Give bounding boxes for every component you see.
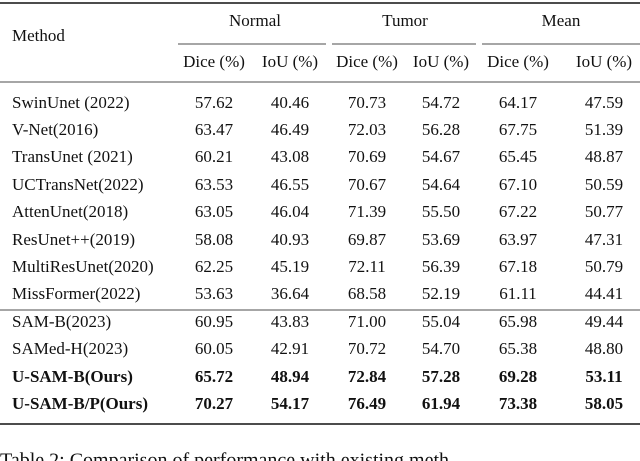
method-cell: U-SAM-B(Ours) [12,367,133,386]
method-cell: SAM-B(2023) [12,312,111,331]
method-cell: MultiResUnet(2020) [12,257,154,276]
value-cell: 49.44 [585,312,624,331]
value-cell: 42.91 [271,339,309,358]
sub-header: Dice (%) [183,52,245,71]
value-cell: 54.70 [422,339,460,358]
caption: Table 2: Comparison of performance with … [0,450,449,461]
value-cell: 50.59 [585,175,623,194]
value-cell: 72.03 [348,120,386,139]
method-cell: V-Net(2016) [12,120,98,139]
method-cell: SwinUnet (2022) [12,93,130,112]
sub-header: IoU (%) [262,52,318,71]
value-cell: 46.55 [271,175,309,194]
value-cell: 53.11 [585,367,622,386]
sub-header: IoU (%) [576,52,632,71]
value-cell: 57.28 [422,367,460,386]
value-cell: 46.49 [271,120,309,139]
value-cell: 44.41 [585,284,623,303]
value-cell: 69.28 [499,367,537,386]
value-cell: 43.83 [271,312,309,331]
value-cell: 61.94 [422,394,461,413]
method-cell: UCTransNet(2022) [12,175,144,194]
value-cell: 70.27 [195,394,234,413]
value-cell: 50.77 [585,202,624,221]
value-cell: 47.31 [585,230,623,249]
value-cell: 72.84 [348,367,387,386]
value-cell: 40.46 [271,93,309,112]
value-cell: 63.47 [195,120,234,139]
value-cell: 48.94 [271,367,310,386]
value-cell: 56.28 [422,120,460,139]
value-cell: 60.05 [195,339,233,358]
value-cell: 60.21 [195,147,233,166]
value-cell: 67.75 [499,120,537,139]
method-cell: U-SAM-B/P(Ours) [12,394,148,413]
value-cell: 50.79 [585,257,623,276]
value-cell: 51.39 [585,120,623,139]
value-cell: 48.80 [585,339,623,358]
value-cell: 68.58 [348,284,386,303]
value-cell: 47.59 [585,93,623,112]
value-cell: 70.72 [348,339,386,358]
value-cell: 70.69 [348,147,386,166]
method-cell: TransUnet (2021) [12,147,133,166]
method-header: Method [12,26,65,45]
value-cell: 76.49 [348,394,386,413]
value-cell: 71.39 [348,202,386,221]
value-cell: 73.38 [499,394,537,413]
value-cell: 65.45 [499,147,537,166]
value-cell: 67.10 [499,175,537,194]
value-cell: 54.64 [422,175,461,194]
value-cell: 65.98 [499,312,537,331]
value-cell: 52.19 [422,284,460,303]
value-cell: 36.64 [271,284,310,303]
value-cell: 72.11 [348,257,386,276]
value-cell: 48.87 [585,147,624,166]
value-cell: 43.08 [271,147,309,166]
value-cell: 67.22 [499,202,537,221]
value-cell: 56.39 [422,257,460,276]
value-cell: 65.38 [499,339,537,358]
value-cell: 46.04 [271,202,310,221]
value-cell: 55.04 [422,312,461,331]
sub-header: Dice (%) [336,52,398,71]
value-cell: 55.50 [422,202,460,221]
method-cell: ResUnet++(2019) [12,230,135,249]
method-cell: AttenUnet(2018) [12,202,128,221]
value-cell: 53.69 [422,230,460,249]
group-header: Tumor [382,11,428,30]
value-cell: 62.25 [195,257,233,276]
value-cell: 53.63 [195,284,233,303]
value-cell: 54.72 [422,93,460,112]
value-cell: 45.19 [271,257,309,276]
sub-header: Dice (%) [487,52,549,71]
value-cell: 57.62 [195,93,233,112]
value-cell: 40.93 [271,230,309,249]
value-cell: 70.73 [348,93,386,112]
value-cell: 64.17 [499,93,538,112]
sub-header: IoU (%) [413,52,469,71]
value-cell: 67.18 [499,257,537,276]
value-cell: 63.05 [195,202,233,221]
value-cell: 54.17 [271,394,310,413]
method-cell: SAMed-H(2023) [12,339,128,358]
value-cell: 65.72 [195,367,233,386]
value-cell: 63.53 [195,175,233,194]
value-cell: 54.67 [422,147,461,166]
group-header: Mean [542,11,581,30]
value-cell: 60.95 [195,312,233,331]
value-cell: 69.87 [348,230,387,249]
value-cell: 63.97 [499,230,538,249]
group-header: Normal [229,11,281,30]
value-cell: 58.05 [585,394,623,413]
value-cell: 70.67 [348,175,387,194]
method-cell: MissFormer(2022) [12,284,140,303]
value-cell: 58.08 [195,230,233,249]
value-cell: 71.00 [348,312,386,331]
value-cell: 61.11 [499,284,537,303]
